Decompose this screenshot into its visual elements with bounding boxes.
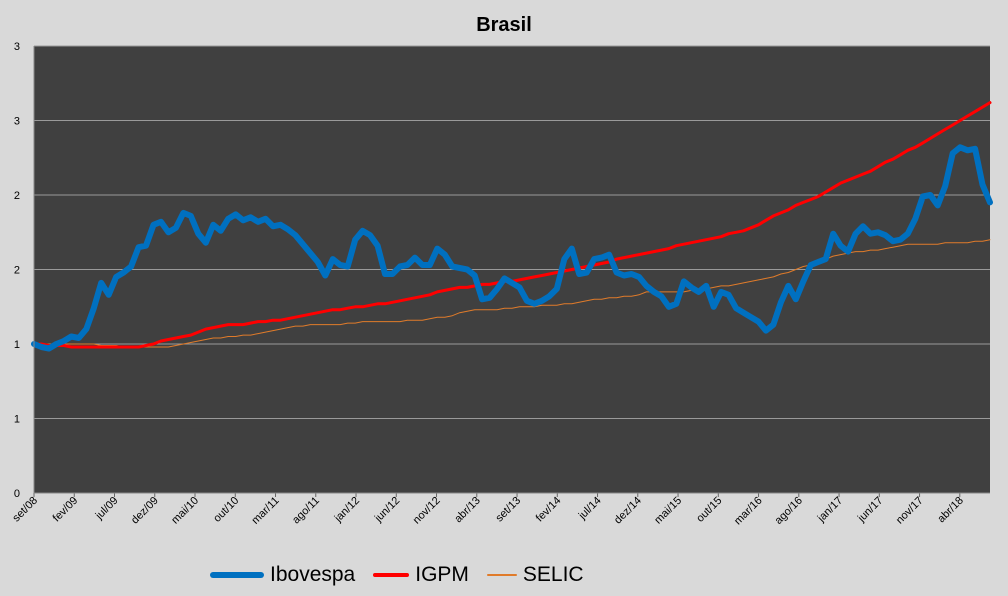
legend-swatch-selic bbox=[486, 574, 517, 576]
legend-label-igpm: IGPM bbox=[415, 563, 469, 586]
legend-swatch-igpm bbox=[373, 573, 410, 577]
y-axis-tick-labels: 0 1 1 2 2 3 3 bbox=[14, 41, 20, 500]
x-axis-tick-labels: set/08 fev/09 jul/09 dez/09 mai/10 out/10 mar/… bbox=[10, 493, 966, 528]
legend-label-ibovespa: Ibovespa bbox=[270, 563, 356, 586]
y-tick-label: 3 bbox=[14, 116, 20, 128]
x-tick-label: dez/14 bbox=[612, 495, 644, 527]
y-tick-label: 3 bbox=[14, 41, 20, 53]
legend-item-ibovespa: Ibovespa bbox=[210, 563, 355, 587]
legend: Ibovespa IGPM SELIC bbox=[210, 563, 602, 587]
x-tick-label: jan/12 bbox=[332, 495, 362, 525]
x-tick-label: mai/10 bbox=[169, 495, 201, 527]
series-lines bbox=[31, 101, 993, 352]
chart-title: Brasil bbox=[476, 14, 532, 36]
x-tick-label: nov/17 bbox=[894, 495, 926, 527]
x-tick-label: ago/16 bbox=[773, 495, 805, 527]
series-line-selic bbox=[33, 239, 991, 348]
y-tick-label: 1 bbox=[14, 339, 20, 351]
legend-swatch-ibovespa bbox=[210, 572, 264, 578]
x-tick-label: jan/17 bbox=[815, 495, 845, 525]
x-tick-label: jul/09 bbox=[93, 495, 121, 523]
x-tick-label: nov/12 bbox=[411, 495, 443, 527]
legend-label-selic: SELIC bbox=[522, 563, 584, 586]
x-tick-label: fev/14 bbox=[534, 495, 564, 525]
x-tick-label: abr/18 bbox=[935, 495, 966, 526]
x-tick-label: set/13 bbox=[493, 495, 523, 525]
x-tick-label: out/15 bbox=[694, 495, 724, 525]
x-tick-label: jun/17 bbox=[855, 495, 885, 525]
y-tick-label: 0 bbox=[14, 488, 20, 500]
x-tick-label: ago/11 bbox=[290, 495, 322, 527]
y-tick-label: 2 bbox=[14, 190, 20, 202]
x-tick-label: mai/15 bbox=[652, 495, 684, 527]
x-tick-label: fev/09 bbox=[51, 495, 81, 525]
x-tick-label: abr/13 bbox=[452, 495, 483, 526]
x-tick-label: mar/16 bbox=[732, 495, 765, 528]
x-tick-label: out/10 bbox=[211, 495, 241, 525]
y-tick-label: 2 bbox=[14, 265, 20, 277]
legend-item-igpm: IGPM bbox=[373, 563, 469, 587]
legend-item-selic: SELIC bbox=[486, 563, 584, 587]
x-tick-label: mar/11 bbox=[250, 495, 282, 527]
x-tick-label: jul/14 bbox=[576, 495, 604, 523]
y-tick-label: 1 bbox=[14, 414, 20, 426]
x-tick-label: jun/12 bbox=[372, 495, 402, 525]
series-line-ibovespa bbox=[31, 144, 993, 352]
x-tick-label: dez/09 bbox=[129, 495, 161, 527]
